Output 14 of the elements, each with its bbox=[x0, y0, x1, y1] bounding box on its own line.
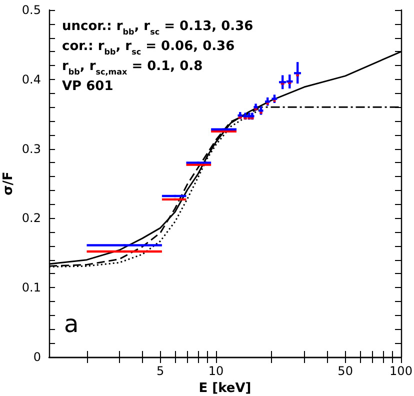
y-tick-label: 0.5 bbox=[22, 3, 41, 17]
y-tick-label: 0.4 bbox=[22, 72, 41, 86]
y-axis-title: σ/F bbox=[1, 172, 16, 196]
y-tick-label: 0.3 bbox=[22, 142, 41, 156]
annotation: VP 601 bbox=[62, 79, 114, 94]
x-tick-label: 5 bbox=[156, 364, 164, 378]
x-tick-label: 10 bbox=[208, 364, 224, 378]
annotation: a bbox=[64, 310, 79, 338]
y-tick-label: 0.2 bbox=[22, 211, 41, 226]
y-tick-label: 0.1 bbox=[22, 280, 41, 295]
x-tick-label: 50 bbox=[338, 364, 353, 378]
y-tick-label: 0 bbox=[33, 350, 41, 364]
x-tick-label: 100 bbox=[390, 364, 412, 378]
x-axis-title: E [keV] bbox=[198, 380, 252, 396]
